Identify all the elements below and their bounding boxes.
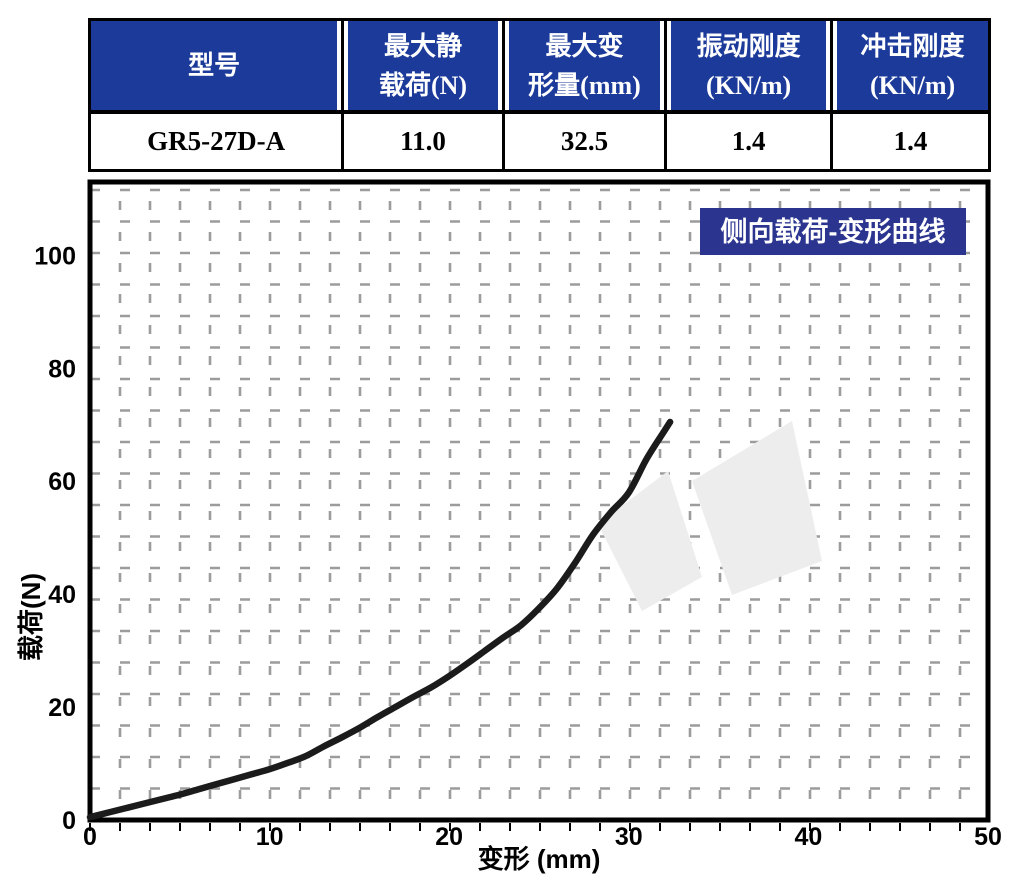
x-axis-label: 变形 (mm) (478, 844, 601, 874)
chart-title-box (700, 208, 966, 255)
cell-vibration-stiffness: 1.4 (664, 110, 831, 169)
header-label: 最大静 (384, 31, 463, 61)
cell-max-deformation: 32.5 (501, 110, 665, 169)
x-tick-label: 10 (256, 823, 284, 851)
cell-model: GR5-27D-A (91, 110, 342, 169)
x-tick-label: 40 (794, 823, 822, 851)
data-row: GR5-27D-A 11.0 32.5 1.4 1.4 (91, 110, 988, 169)
y-axis-label: 载荷(N) (16, 573, 46, 661)
watermark (692, 421, 822, 595)
x-tick-label: 50 (974, 823, 1002, 851)
header-label: 冲击刚度 (860, 31, 965, 61)
header-label: 形量(mm) (528, 70, 641, 100)
x-tick-label: 20 (435, 823, 463, 851)
y-tick-label: 40 (48, 581, 76, 609)
header-label: 最大变 (545, 31, 624, 61)
header-cell-impact-stiffness: 冲击刚度 (KN/m) (830, 21, 988, 110)
spec-table: 型号 最大静载荷(N) 最大变形量(mm) 振动刚度 (KN/m) 冲击刚度 (KN… (88, 18, 991, 172)
header-cell-model: 型号 (91, 21, 342, 110)
header-label: 型号 (188, 51, 241, 80)
chart-svg: 0 20 40 60 80 100 0 10 20 30 40 50 载荷(N) 变形 (mm) 侧向载荷-… (16, 179, 1002, 874)
header-label: (KN/m) (869, 70, 956, 100)
header-cell-vibration-stiffness: 振动刚度 (KN/m) (664, 21, 831, 110)
header-label: 载荷(N) (378, 70, 468, 100)
y-tick-label: 100 (34, 242, 76, 270)
header-label: 振动刚度 (696, 31, 801, 61)
y-tick-label: 0 (62, 807, 76, 835)
y-tick-label: 60 (48, 468, 76, 496)
x-tick-label: 0 (83, 823, 97, 851)
header-cell-max-deformation: 最大变形量(mm) (501, 21, 665, 110)
header-cell-max-static-load: 最大静载荷(N) (341, 21, 502, 110)
cell-max-static-load: 11.0 (341, 110, 502, 169)
x-tick-label: 30 (615, 823, 643, 851)
plot-border (87, 179, 991, 823)
spec-table-region: 型号 最大静载荷(N) 最大变形量(mm) 振动刚度 (KN/m) 冲击刚度 (KN… (88, 18, 991, 172)
chart-title: 侧向载荷-变形曲线 (721, 216, 946, 247)
watermark (598, 471, 702, 611)
spec-table-header: 型号 最大静载荷(N) 最大变形量(mm) 振动刚度 (KN/m) 冲击刚度 (KN… (91, 21, 988, 110)
y-tick-label: 20 (48, 694, 76, 722)
y-tick-label: 80 (48, 355, 76, 383)
cell-impact-stiffness: 1.4 (830, 110, 988, 169)
load-deformation-curve (86, 418, 674, 821)
header-label: (KN/m) (706, 70, 792, 100)
header-row: 型号 最大静载荷(N) 最大变形量(mm) 振动刚度 (KN/m) 冲击刚度 (KN… (91, 21, 988, 110)
load-deformation-chart: 0 20 40 60 80 100 0 10 20 30 40 50 载荷(N) 变形 (mm) 侧向载荷-… (0, 179, 1015, 879)
